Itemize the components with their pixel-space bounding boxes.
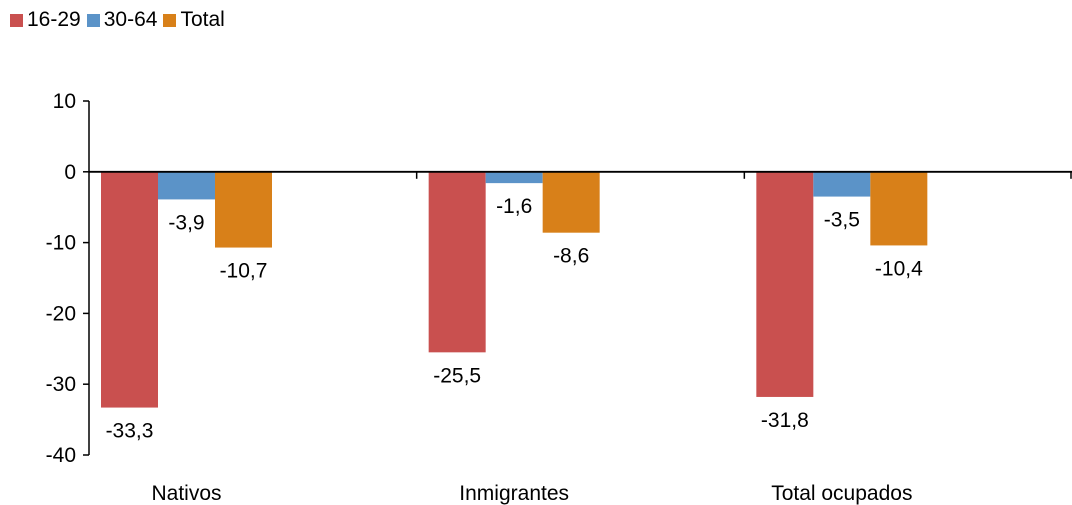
x-tick-label-1: Inmigrantes: [459, 482, 569, 505]
legend-item-30-64: 30-64: [86, 8, 158, 32]
y-tick-label-3: -20: [46, 302, 76, 325]
x-tick-label-2: Total ocupados: [771, 482, 912, 505]
data-label-total-2: -10,4: [875, 257, 923, 280]
y-tick-label-2: -10: [46, 232, 76, 255]
legend-item-total: Total: [163, 8, 225, 32]
y-tick-label-4: -30: [46, 373, 76, 396]
data-label-16-29-0: -33,3: [106, 420, 154, 443]
y-tick-label-0: 10: [53, 90, 76, 113]
legend-label-30-64: 30-64: [103, 8, 158, 31]
bar-16-29-2: [756, 171, 814, 397]
data-label-16-29-2: -31,8: [761, 409, 809, 432]
bar-total-0: [215, 171, 272, 248]
bar-total-1: [542, 171, 600, 233]
data-label-16-29-1: -25,5: [433, 364, 481, 387]
legend-item-16-29: 16-29: [10, 8, 81, 32]
data-label-30-64-1: -1,6: [496, 195, 532, 218]
bar-30-64-0: [158, 171, 215, 200]
data-label-total-1: -8,6: [553, 245, 589, 268]
bar-16-29-1: [428, 171, 486, 353]
legend: 16-29 30-64 Total: [10, 8, 231, 32]
bar-30-64-1: [485, 171, 543, 184]
y-tick-label-5: -40: [46, 444, 76, 467]
bar-30-64-2: [813, 171, 871, 197]
y-tick-label-1: 0: [64, 161, 76, 184]
legend-swatch-total: [163, 13, 177, 27]
legend-label-total: Total: [180, 8, 225, 31]
data-label-30-64-0: -3,9: [168, 211, 204, 234]
legend-label-16-29: 16-29: [27, 8, 81, 31]
bar-16-29-0: [101, 171, 158, 408]
legend-swatch-16-29: [10, 13, 23, 27]
data-label-total-0: -10,7: [220, 260, 268, 283]
legend-swatch-30-64: [86, 13, 100, 27]
bar-total-2: [870, 171, 928, 246]
data-label-30-64-2: -3,5: [824, 209, 860, 232]
x-tick-label-0: Nativos: [151, 482, 221, 505]
